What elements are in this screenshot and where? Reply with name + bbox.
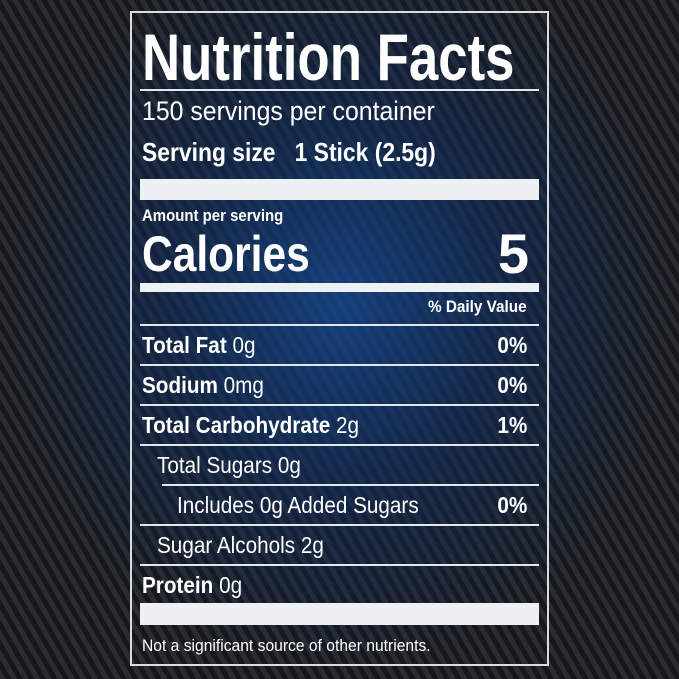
divider <box>140 324 539 326</box>
nutrient-row: Total Carbohydrate 2g <box>142 412 359 439</box>
divider <box>140 364 539 366</box>
divider <box>162 484 539 486</box>
thick-bar <box>140 603 539 625</box>
nutrient-amount: 2g <box>335 412 360 438</box>
divider <box>140 524 539 526</box>
nutrient-amount: 0mg <box>223 372 264 398</box>
serving-size: Serving size 1 Stick (2.5g) <box>142 137 436 168</box>
divider <box>140 89 539 91</box>
nutrient-name: Total Fat <box>142 332 227 358</box>
nutrient-row: Sodium 0mg <box>142 372 264 399</box>
amount-per-serving: Amount per serving <box>142 206 284 225</box>
nutrient-amount: 0g <box>232 332 256 358</box>
thick-bar <box>140 179 539 200</box>
nutrient-amount: 0g <box>219 572 243 598</box>
title: Nutrition Facts <box>142 20 515 94</box>
nutrient-row: Total Sugars 0g <box>157 452 301 478</box>
nutrient-dv: 1% <box>497 412 527 438</box>
nutrient-dv: 0% <box>497 372 527 398</box>
serving-size-value: 1 Stick (2.5g) <box>294 137 436 167</box>
servings: 150 servings per container <box>142 96 435 126</box>
calories-label: Calories <box>142 226 310 282</box>
divider <box>140 564 539 566</box>
nutrient-name: Protein <box>142 572 214 598</box>
nutrient-row: Protein 0g <box>142 572 242 599</box>
daily-value-header: % Daily Value <box>428 297 527 316</box>
serving-size-label: Serving size <box>142 137 276 167</box>
divider <box>140 404 539 406</box>
medium-bar <box>140 283 539 292</box>
nutrient-row: Sugar Alcohols 2g <box>157 532 324 558</box>
divider <box>140 444 539 446</box>
nutrient-dv: 0% <box>497 492 527 518</box>
footnote: Not a significant source of other nutrie… <box>142 636 431 655</box>
nutrient-name: Sodium <box>142 372 218 398</box>
nutrition-label: Nutrition Facts 150 servings per contain… <box>130 11 549 666</box>
calories-value: 5 <box>497 222 529 285</box>
nutrient-row: Includes 0g Added Sugars <box>177 492 419 518</box>
nutrient-row: Total Fat 0g <box>142 332 255 359</box>
nutrient-name: Total Carbohydrate <box>142 412 331 438</box>
nutrient-dv: 0% <box>497 332 527 358</box>
